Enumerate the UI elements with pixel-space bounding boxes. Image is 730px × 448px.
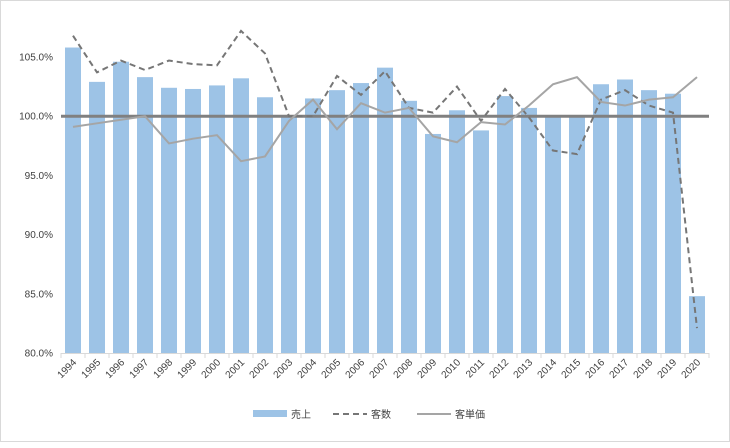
x-tick-label: 2002 (248, 357, 272, 381)
bar-2004 (305, 98, 321, 353)
bar-2015 (569, 115, 585, 353)
x-tick-label: 2009 (416, 357, 440, 381)
bar-2000 (209, 85, 225, 353)
x-tick-label: 2006 (344, 357, 368, 381)
y-tick-label: 100.0% (19, 112, 53, 123)
x-tick-label: 2000 (200, 357, 224, 381)
bar-1996 (113, 62, 129, 353)
bar-2009 (425, 134, 441, 353)
bar-2006 (353, 83, 369, 353)
x-tick-label: 1994 (56, 357, 80, 381)
bar-2016 (593, 84, 609, 353)
x-tick-label: 2007 (368, 357, 392, 381)
bar-2018 (641, 90, 657, 353)
bar-2001 (233, 78, 249, 353)
x-tick-label: 1996 (104, 357, 128, 381)
y-tick-label: 90.0% (25, 230, 53, 241)
x-tick-label: 2018 (632, 357, 656, 381)
x-tick-label: 2016 (584, 357, 608, 381)
x-tick-label: 2010 (440, 357, 464, 381)
x-tick-label: 2015 (560, 357, 584, 381)
bar-2013 (521, 108, 537, 353)
x-tick-label: 1997 (128, 357, 152, 381)
x-tick-label: 2019 (656, 357, 680, 381)
x-tick-label: 2012 (488, 357, 512, 381)
bar-2002 (257, 97, 273, 353)
x-tick-label: 2017 (608, 357, 632, 381)
bar-2003 (281, 117, 297, 353)
x-tick-label: 2011 (464, 357, 487, 380)
x-tick-label: 2003 (272, 357, 296, 381)
bar-2008 (401, 101, 417, 353)
legend-swatch-bar (253, 410, 287, 417)
x-tick-label: 1995 (80, 357, 104, 381)
y-tick-label: 105.0% (19, 53, 53, 64)
x-tick-label: 2001 (224, 357, 248, 381)
y-tick-label: 80.0% (25, 349, 53, 360)
bar-2010 (449, 110, 465, 353)
x-tick-label: 2014 (536, 357, 560, 381)
x-tick-label: 1998 (152, 357, 176, 381)
bar-1999 (185, 89, 201, 353)
x-tick-label: 2020 (680, 357, 704, 381)
bar-2012 (497, 96, 513, 353)
bar-1998 (161, 88, 177, 353)
legend-label: 売上 (291, 408, 311, 421)
bar-2011 (473, 130, 489, 353)
y-tick-label: 85.0% (25, 289, 53, 300)
y-tick-label: 95.0% (25, 171, 53, 182)
bar-1994 (65, 48, 81, 353)
bar-2017 (617, 79, 633, 353)
x-tick-label: 2008 (392, 357, 416, 381)
bar-2019 (665, 94, 681, 353)
legend-label: 客数 (371, 408, 391, 421)
bar-2014 (545, 117, 561, 353)
x-tick-label: 2013 (512, 357, 536, 381)
x-tick-label: 1999 (176, 357, 200, 381)
bar-2020 (689, 296, 705, 353)
x-tick-label: 2004 (296, 357, 320, 381)
legend-label: 客単価 (455, 408, 485, 421)
x-tick-label: 2005 (320, 357, 344, 381)
bar-1997 (137, 77, 153, 353)
